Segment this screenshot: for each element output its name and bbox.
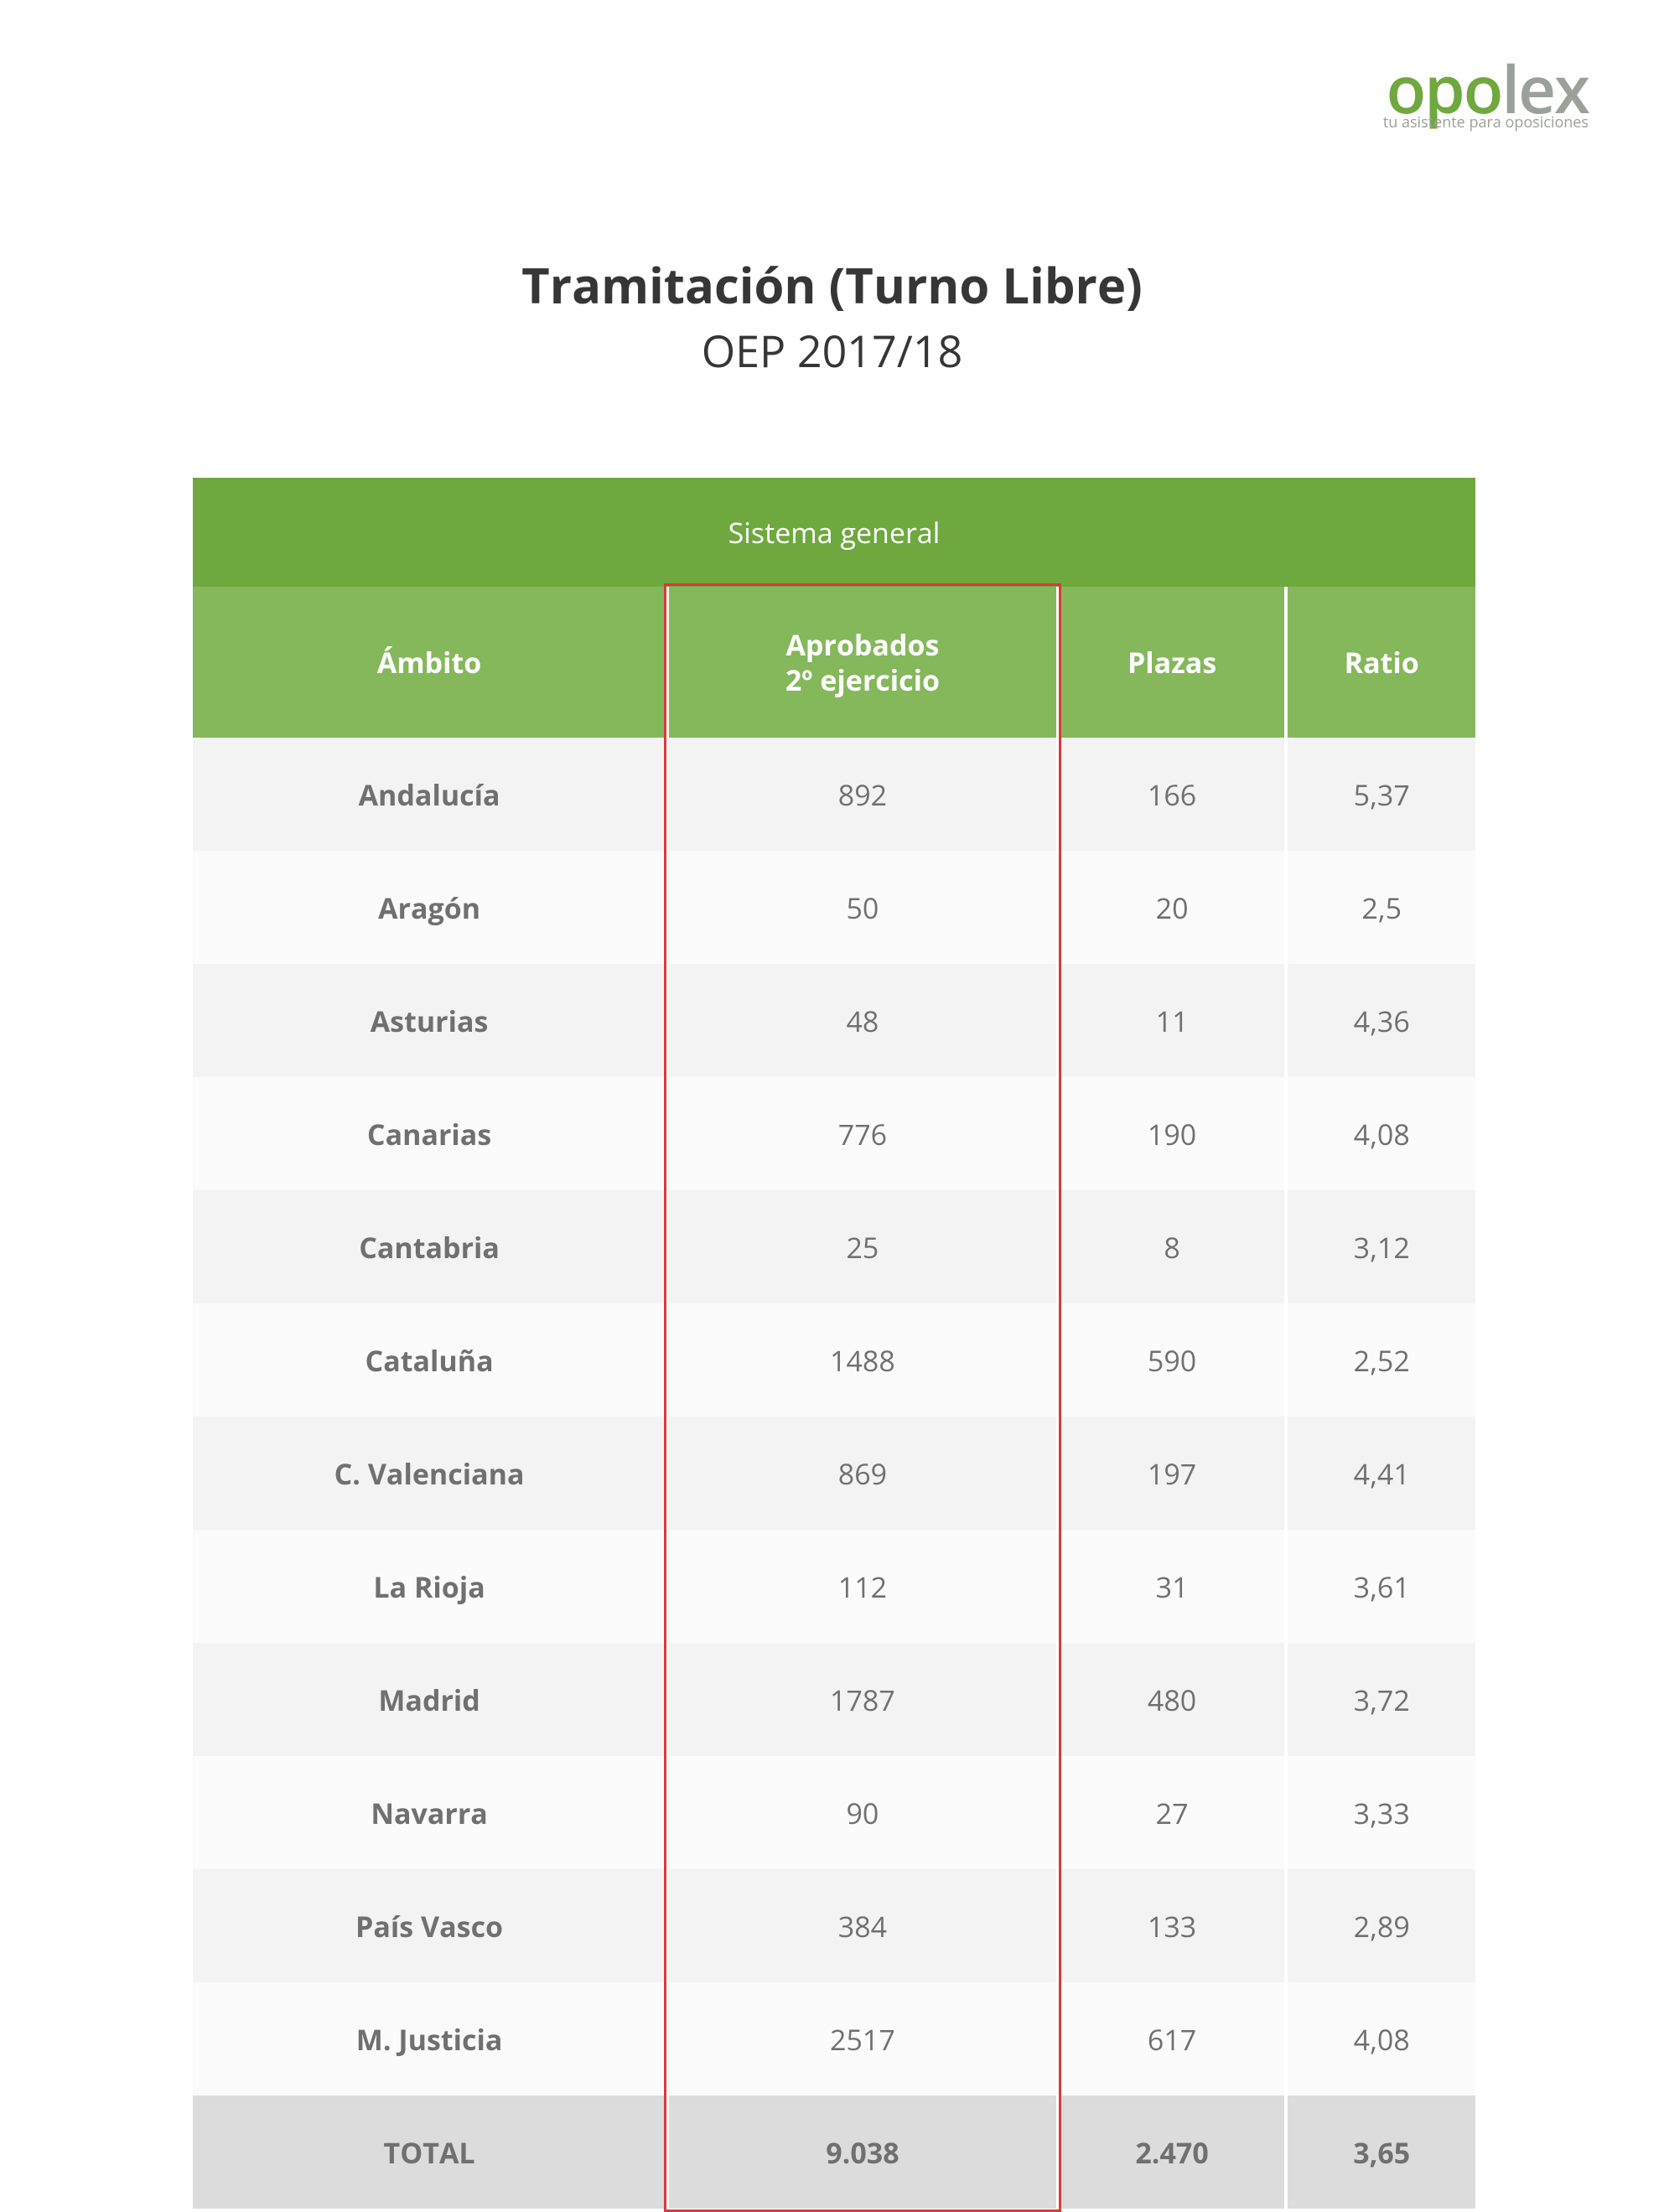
cell-ratio: 3,33 <box>1286 1756 1475 1869</box>
cell-aprobados: 90 <box>667 1756 1058 1869</box>
col-aprobados: Aprobados 2º ejercicio <box>667 587 1058 738</box>
table-row: Navarra90273,33 <box>193 1756 1475 1869</box>
cell-aprobados: 869 <box>667 1417 1058 1530</box>
table-row: Asturias48114,36 <box>193 964 1475 1077</box>
cell-ratio: 2,89 <box>1286 1869 1475 1982</box>
cell-ambito: Aragón <box>193 851 667 964</box>
cell-aprobados: 1787 <box>667 1643 1058 1756</box>
cell-plazas: 31 <box>1058 1530 1287 1643</box>
logo-wordmark: opolex <box>1383 59 1589 117</box>
cell-aprobados: 892 <box>667 738 1058 851</box>
table-row: Andalucía8921665,37 <box>193 738 1475 851</box>
table-body: Andalucía8921665,37Aragón50202,5Asturias… <box>193 738 1475 2209</box>
cell-plazas: 617 <box>1058 1982 1287 2095</box>
cell-ratio: 5,37 <box>1286 738 1475 851</box>
cell-aprobados: 384 <box>667 1869 1058 1982</box>
cell-ratio: 4,08 <box>1286 1077 1475 1190</box>
total-cell: 3,65 <box>1286 2095 1475 2209</box>
col-plazas: Plazas <box>1058 587 1287 738</box>
table-row: Aragón50202,5 <box>193 851 1475 964</box>
table-row: Cataluña14885902,52 <box>193 1303 1475 1417</box>
cell-plazas: 11 <box>1058 964 1287 1077</box>
col-ambito: Ámbito <box>193 587 667 738</box>
cell-ambito: Canarias <box>193 1077 667 1190</box>
cell-ratio: 4,08 <box>1286 1982 1475 2095</box>
cell-plazas: 190 <box>1058 1077 1287 1190</box>
cell-plazas: 590 <box>1058 1303 1287 1417</box>
cell-ratio: 4,36 <box>1286 964 1475 1077</box>
page-title-block: Tramitación (Turno Libre) OEP 2017/18 <box>0 251 1664 381</box>
cell-ambito: La Rioja <box>193 1530 667 1643</box>
cell-plazas: 197 <box>1058 1417 1287 1530</box>
cell-aprobados: 776 <box>667 1077 1058 1190</box>
cell-plazas: 20 <box>1058 851 1287 964</box>
cell-aprobados: 112 <box>667 1530 1058 1643</box>
table-total-row: TOTAL9.0382.4703,65 <box>193 2095 1475 2209</box>
cell-ratio: 3,61 <box>1286 1530 1475 1643</box>
cell-ambito: Cataluña <box>193 1303 667 1417</box>
cell-aprobados: 1488 <box>667 1303 1058 1417</box>
cell-ambito: Asturias <box>193 964 667 1077</box>
table-row: Canarias7761904,08 <box>193 1077 1475 1190</box>
cell-ratio: 2,52 <box>1286 1303 1475 1417</box>
cell-aprobados: 2517 <box>667 1982 1058 2095</box>
table-caption: Sistema general <box>193 478 1475 587</box>
table-row: C. Valenciana8691974,41 <box>193 1417 1475 1530</box>
logo: opolex tu asistente para oposiciones <box>1383 59 1589 132</box>
page-subtitle: OEP 2017/18 <box>0 321 1664 381</box>
cell-ambito: Cantabria <box>193 1190 667 1303</box>
page-title: Tramitación (Turno Libre) <box>0 251 1664 318</box>
total-cell: 2.470 <box>1058 2095 1287 2209</box>
cell-ambito: Madrid <box>193 1643 667 1756</box>
cell-ambito: M. Justicia <box>193 1982 667 2095</box>
table-row: La Rioja112313,61 <box>193 1530 1475 1643</box>
cell-ratio: 4,41 <box>1286 1417 1475 1530</box>
total-cell: 9.038 <box>667 2095 1058 2209</box>
table-row: Madrid17874803,72 <box>193 1643 1475 1756</box>
cell-aprobados: 50 <box>667 851 1058 964</box>
cell-ambito: Andalucía <box>193 738 667 851</box>
cell-ambito: Navarra <box>193 1756 667 1869</box>
table-row: Cantabria2583,12 <box>193 1190 1475 1303</box>
cell-plazas: 166 <box>1058 738 1287 851</box>
cell-plazas: 480 <box>1058 1643 1287 1756</box>
total-cell: TOTAL <box>193 2095 667 2209</box>
cell-ambito: País Vasco <box>193 1869 667 1982</box>
cell-plazas: 8 <box>1058 1190 1287 1303</box>
cell-aprobados: 25 <box>667 1190 1058 1303</box>
cell-ratio: 2,5 <box>1286 851 1475 964</box>
table-header-row: Ámbito Aprobados 2º ejercicio Plazas Rat… <box>193 587 1475 738</box>
cell-plazas: 133 <box>1058 1869 1287 1982</box>
cell-ratio: 3,12 <box>1286 1190 1475 1303</box>
cell-ambito: C. Valenciana <box>193 1417 667 1530</box>
col-ratio: Ratio <box>1286 587 1475 738</box>
cell-plazas: 27 <box>1058 1756 1287 1869</box>
logo-tagline: tu asistente para oposiciones <box>1383 112 1589 132</box>
table-row: País Vasco3841332,89 <box>193 1869 1475 1982</box>
cell-aprobados: 48 <box>667 964 1058 1077</box>
results-table: Sistema general Ámbito Aprobados 2º ejer… <box>193 478 1475 2209</box>
table-container: Sistema general Ámbito Aprobados 2º ejer… <box>193 478 1475 2209</box>
table-row: M. Justicia25176174,08 <box>193 1982 1475 2095</box>
cell-ratio: 3,72 <box>1286 1643 1475 1756</box>
